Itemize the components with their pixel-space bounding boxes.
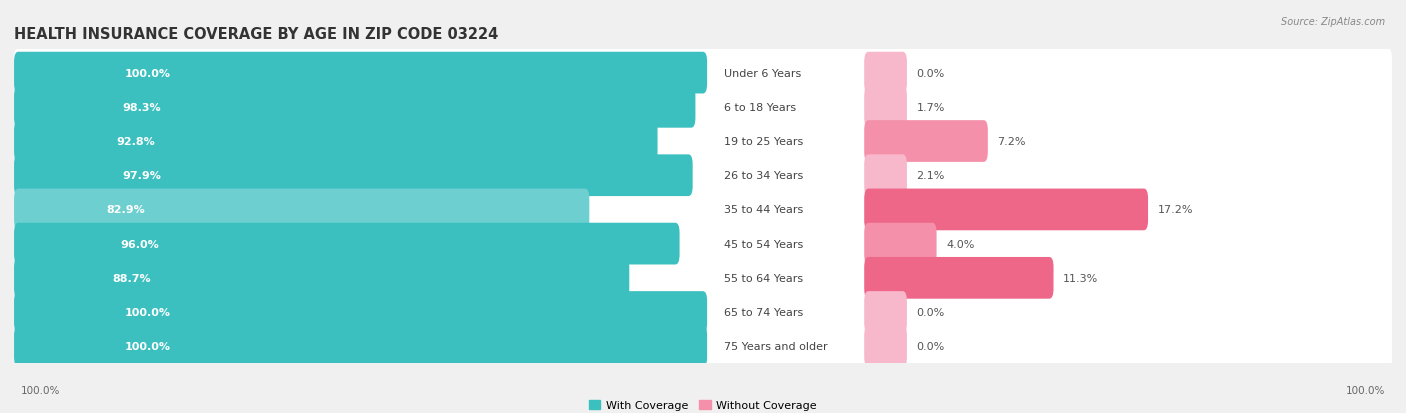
FancyBboxPatch shape bbox=[865, 121, 988, 162]
FancyBboxPatch shape bbox=[14, 325, 707, 367]
FancyBboxPatch shape bbox=[865, 87, 907, 128]
FancyBboxPatch shape bbox=[14, 220, 1392, 268]
FancyBboxPatch shape bbox=[14, 288, 1392, 337]
FancyBboxPatch shape bbox=[865, 223, 936, 265]
Text: 98.3%: 98.3% bbox=[122, 102, 162, 113]
FancyBboxPatch shape bbox=[14, 52, 707, 94]
Text: 0.0%: 0.0% bbox=[917, 69, 945, 78]
Text: 65 to 74 Years: 65 to 74 Years bbox=[724, 307, 803, 317]
Text: 0.0%: 0.0% bbox=[917, 342, 945, 351]
Text: 45 to 54 Years: 45 to 54 Years bbox=[724, 239, 803, 249]
FancyBboxPatch shape bbox=[14, 254, 1392, 302]
FancyBboxPatch shape bbox=[865, 257, 1053, 299]
Text: 2.1%: 2.1% bbox=[917, 171, 945, 181]
Text: 82.9%: 82.9% bbox=[107, 205, 145, 215]
FancyBboxPatch shape bbox=[14, 189, 589, 231]
FancyBboxPatch shape bbox=[14, 257, 630, 299]
FancyBboxPatch shape bbox=[14, 83, 1392, 132]
FancyBboxPatch shape bbox=[14, 117, 1392, 166]
Text: 1.7%: 1.7% bbox=[917, 102, 945, 113]
Text: Source: ZipAtlas.com: Source: ZipAtlas.com bbox=[1281, 17, 1385, 26]
Text: 17.2%: 17.2% bbox=[1157, 205, 1194, 215]
Text: 100.0%: 100.0% bbox=[21, 385, 60, 395]
Text: 100.0%: 100.0% bbox=[1346, 385, 1385, 395]
FancyBboxPatch shape bbox=[14, 87, 696, 128]
Text: 55 to 64 Years: 55 to 64 Years bbox=[724, 273, 803, 283]
Text: 26 to 34 Years: 26 to 34 Years bbox=[724, 171, 803, 181]
FancyBboxPatch shape bbox=[865, 155, 907, 197]
FancyBboxPatch shape bbox=[14, 322, 1392, 370]
FancyBboxPatch shape bbox=[14, 292, 707, 333]
FancyBboxPatch shape bbox=[865, 325, 907, 367]
Text: 19 to 25 Years: 19 to 25 Years bbox=[724, 137, 803, 147]
Text: 96.0%: 96.0% bbox=[120, 239, 159, 249]
Legend: With Coverage, Without Coverage: With Coverage, Without Coverage bbox=[585, 395, 821, 413]
FancyBboxPatch shape bbox=[14, 186, 1392, 234]
FancyBboxPatch shape bbox=[865, 189, 1149, 231]
FancyBboxPatch shape bbox=[14, 49, 1392, 97]
Text: 92.8%: 92.8% bbox=[117, 137, 156, 147]
FancyBboxPatch shape bbox=[14, 155, 693, 197]
FancyBboxPatch shape bbox=[865, 52, 907, 94]
FancyBboxPatch shape bbox=[14, 152, 1392, 200]
FancyBboxPatch shape bbox=[14, 121, 658, 162]
Text: HEALTH INSURANCE COVERAGE BY AGE IN ZIP CODE 03224: HEALTH INSURANCE COVERAGE BY AGE IN ZIP … bbox=[14, 26, 498, 41]
Text: 88.7%: 88.7% bbox=[112, 273, 152, 283]
Text: 97.9%: 97.9% bbox=[122, 171, 162, 181]
Text: 35 to 44 Years: 35 to 44 Years bbox=[724, 205, 803, 215]
Text: 75 Years and older: 75 Years and older bbox=[724, 342, 827, 351]
Text: 100.0%: 100.0% bbox=[124, 342, 170, 351]
Text: 7.2%: 7.2% bbox=[997, 137, 1026, 147]
Text: 4.0%: 4.0% bbox=[946, 239, 974, 249]
FancyBboxPatch shape bbox=[14, 223, 679, 265]
FancyBboxPatch shape bbox=[865, 292, 907, 333]
Text: 11.3%: 11.3% bbox=[1063, 273, 1098, 283]
Text: 100.0%: 100.0% bbox=[124, 69, 170, 78]
Text: 6 to 18 Years: 6 to 18 Years bbox=[724, 102, 796, 113]
Text: 0.0%: 0.0% bbox=[917, 307, 945, 317]
Text: 100.0%: 100.0% bbox=[124, 307, 170, 317]
Text: Under 6 Years: Under 6 Years bbox=[724, 69, 801, 78]
